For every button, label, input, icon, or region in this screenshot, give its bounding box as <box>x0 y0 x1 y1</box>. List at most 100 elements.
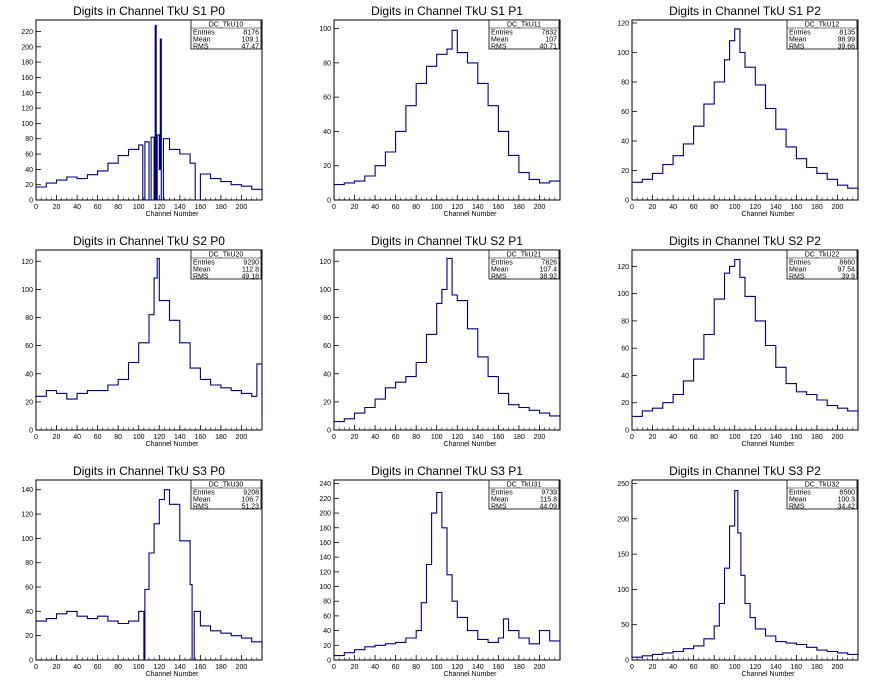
stats-name: DC_TkU32 <box>805 482 840 489</box>
stats-value: 98.99 <box>837 37 855 44</box>
stats-value: 106.7 <box>241 497 259 504</box>
stats-value: 107.4 <box>539 267 557 274</box>
x-tick-label: 200 <box>534 664 546 671</box>
x-tick-label: 80 <box>114 204 122 211</box>
stats-name: DC_TkU22 <box>805 252 840 259</box>
y-tick-label: 20 <box>323 643 331 650</box>
stats-value: 9208 <box>243 490 259 497</box>
stats-value: 8176 <box>243 30 259 37</box>
stats-label: Entries <box>789 260 811 267</box>
y-tick-label: 60 <box>323 613 331 620</box>
x-tick-label: 200 <box>236 664 248 671</box>
x-tick-label: 100 <box>431 204 443 211</box>
stats-label: RMS <box>789 274 805 281</box>
x-tick-label: 80 <box>710 434 718 441</box>
y-tick-label: 200 <box>21 44 33 51</box>
stats-label: Entries <box>789 490 811 497</box>
histogram-pad: Digits in Channel TkU S3 P1 0 20 40 60 80 100 1… <box>298 460 596 690</box>
y-tick-label: 140 <box>21 90 33 97</box>
y-tick-label: 60 <box>621 109 629 116</box>
y-tick-label: 20 <box>323 399 331 406</box>
y-tick-label: 250 <box>617 481 629 488</box>
x-tick-label: 160 <box>493 664 505 671</box>
x-tick-label: 40 <box>669 434 677 441</box>
stats-value: 38.92 <box>539 274 557 281</box>
stats-label: Entries <box>193 30 215 37</box>
stats-value: 8560 <box>839 490 855 497</box>
y-tick-label: 80 <box>323 599 331 606</box>
y-tick-label: 60 <box>323 343 331 350</box>
y-tick-label: 100 <box>319 584 331 591</box>
y-tick-label: 120 <box>319 569 331 576</box>
x-tick-label: 140 <box>770 204 782 211</box>
x-tick-label: 100 <box>133 204 145 211</box>
x-tick-label: 80 <box>710 204 718 211</box>
x-tick-label: 20 <box>649 204 657 211</box>
y-tick-label: 0 <box>29 658 33 665</box>
x-tick-label: 180 <box>513 664 525 671</box>
x-tick-label: 20 <box>351 664 359 671</box>
stats-value: 115.8 <box>540 497 557 504</box>
histogram-pad: Digits in Channel TkU S1 P1 0 20 40 60 80 100 1… <box>298 0 596 230</box>
y-tick-label: 50 <box>621 622 629 629</box>
x-tick-label: 80 <box>114 664 122 671</box>
y-tick-label: 200 <box>319 511 331 518</box>
x-tick-label: 120 <box>451 204 463 211</box>
y-tick-label: 0 <box>625 198 629 205</box>
y-tick-label: 80 <box>621 318 629 325</box>
y-tick-label: 60 <box>25 585 33 592</box>
histogram-line <box>632 490 859 658</box>
y-tick-label: 80 <box>25 560 33 567</box>
x-tick-label: 40 <box>669 664 677 671</box>
stats-label: RMS <box>491 44 507 51</box>
y-tick-label: 120 <box>21 106 33 113</box>
histogram-svg: Digits in Channel TkU S3 P0 0 20 40 60 80 100 1… <box>21 464 263 678</box>
x-tick-label: 60 <box>690 204 698 211</box>
x-tick-label: 160 <box>791 434 803 441</box>
histogram-pad: Digits in Channel TkU S2 P0 0 20 40 60 80 100 1… <box>0 230 298 460</box>
x-tick-label: 100 <box>729 434 741 441</box>
stats-label: Mean <box>789 497 807 504</box>
chart-title: Digits in Channel TkU S1 P0 <box>73 4 225 18</box>
stats-label: Mean <box>491 37 509 44</box>
x-tick-label: 0 <box>34 664 38 671</box>
stats-name: DC_TkU12 <box>805 22 840 29</box>
y-tick-label: 20 <box>621 168 629 175</box>
y-tick-label: 40 <box>25 609 33 616</box>
stats-value: 34.42 <box>837 504 855 511</box>
histogram-pad: Digits in Channel TkU S3 P2 0 20 40 60 80 100 1… <box>596 460 894 690</box>
y-tick-label: 140 <box>319 555 331 562</box>
stats-name: DC_TkU20 <box>209 252 244 259</box>
y-tick-label: 60 <box>323 95 331 102</box>
stats-label: RMS <box>491 504 507 511</box>
x-tick-label: 40 <box>669 204 677 211</box>
y-tick-label: 120 <box>21 512 33 519</box>
chart-title: Digits in Channel TkU S2 P0 <box>73 234 225 248</box>
x-tick-label: 20 <box>351 434 359 441</box>
x-tick-label: 100 <box>133 664 145 671</box>
x-tick-label: 180 <box>215 664 227 671</box>
stats-value: 107 <box>545 37 557 44</box>
x-tick-label: 180 <box>811 204 823 211</box>
x-tick-label: 20 <box>53 664 61 671</box>
x-tick-label: 140 <box>472 664 484 671</box>
x-tick-label: 180 <box>811 434 823 441</box>
histogram-line <box>632 28 859 190</box>
stats-label: RMS <box>789 44 805 51</box>
y-tick-label: 100 <box>319 26 331 33</box>
stats-label: Entries <box>193 490 215 497</box>
stats-value: 8660 <box>839 260 855 267</box>
chart-title: Digits in Channel TkU S1 P1 <box>371 4 523 18</box>
y-tick-label: 220 <box>319 496 331 503</box>
y-tick-label: 120 <box>319 259 331 266</box>
histogram-pad: Digits in Channel TkU S1 P0 0 20 40 60 80 100 1… <box>0 0 298 230</box>
histogram-svg: Digits in Channel TkU S1 P0 0 20 40 60 80 100 1… <box>21 4 263 218</box>
y-tick-label: 240 <box>319 481 331 488</box>
x-tick-label: 60 <box>94 434 102 441</box>
y-tick-label: 40 <box>25 371 33 378</box>
x-tick-label: 140 <box>770 664 782 671</box>
x-tick-label: 60 <box>94 204 102 211</box>
x-tick-label: 200 <box>832 664 844 671</box>
x-axis-label: Channel Number <box>742 441 796 448</box>
x-tick-label: 200 <box>832 434 844 441</box>
